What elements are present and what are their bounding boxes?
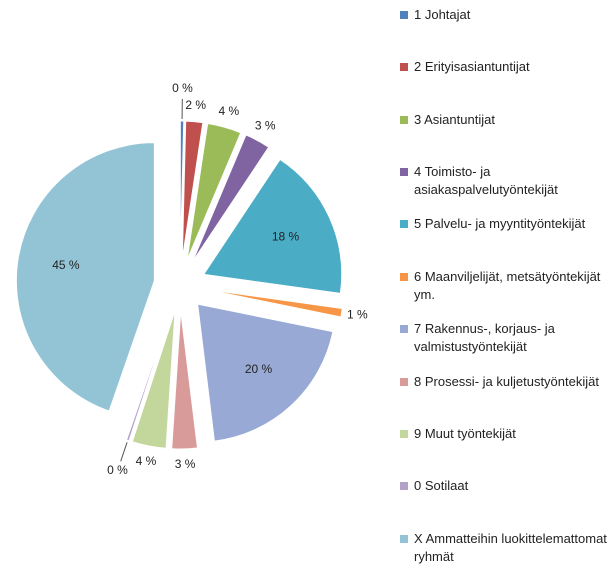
legend-swatch [400,430,408,438]
pie-slice [181,120,204,260]
legend-item: 2 Erityisasiantuntijat [400,58,609,76]
legend-swatch [400,325,408,333]
pie-slice [171,310,199,450]
pie-slice [125,309,173,442]
legend-label: 4 Toimisto- ja asiakaspalvelutyöntekijät [414,164,558,197]
data-label: 45 % [52,258,80,272]
legend-label: 7 Rakennus-, korjaus- ja valmistustyönte… [414,321,555,354]
pie-slice [15,142,155,412]
legend-swatch [400,116,408,124]
legend-item: X Ammatteihin luokittelemattomat ryhmät [400,530,609,566]
legend-swatch [400,482,408,490]
legend-item: 9 Muut työntekijät [400,425,609,443]
legend-swatch [400,273,408,281]
data-label: 3 % [175,457,196,471]
pie-slice [131,310,176,449]
leader-line [120,442,128,462]
legend-item: 0 Sotilaat [400,477,609,495]
legend-swatch [400,63,408,71]
legend-label: 3 Asiantuntijat [414,112,495,127]
data-label: 20 % [245,362,273,376]
legend-item: 8 Prosessi- ja kuljetustyöntekijät [400,373,609,391]
data-label: 0 % [172,81,193,95]
legend-item: 4 Toimisto- ja asiakaspalvelutyöntekijät [400,163,609,199]
legend-label: X Ammatteihin luokittelemattomat ryhmät [414,531,607,564]
legend-item: 3 Asiantuntijat [400,111,609,129]
data-label: 4 % [136,454,157,468]
pie-slice [202,158,343,294]
pie-slice [179,120,185,260]
legend-label: 5 Palvelu- ja myyntityöntekijät [414,216,586,231]
data-label: 1 % [347,308,368,322]
legend-swatch [400,378,408,386]
legend-label: 9 Muut työntekijät [414,426,516,441]
legend-item: 5 Palvelu- ja myyntityöntekijät [400,215,609,233]
data-label: 2 % [185,98,206,112]
legend-swatch [400,535,408,543]
data-label: 4 % [218,104,239,118]
legend-label: 0 Sotilaat [414,478,469,493]
legend-item: 6 Maanviljelijät, metsätyöntekijät ym. [400,268,609,304]
legend-swatch [400,220,408,228]
pie-slice [197,303,334,442]
pie-slice [191,134,270,263]
pie-slice [205,288,343,318]
legend-item: 7 Rakennus-, korjaus- ja valmistustyönte… [400,320,609,356]
legend-label: 1 Johtajat [414,7,471,22]
legend-item: 1 Johtajat [400,6,609,24]
data-label: 18 % [272,230,300,244]
data-label: 0 % [107,463,128,477]
data-label: 3 % [255,119,276,133]
pie-slice [186,122,242,261]
legend-label: 6 Maanviljelijät, metsätyöntekijät ym. [414,269,601,302]
legend-label: 8 Prosessi- ja kuljetustyöntekijät [414,374,599,389]
legend-label: 2 Erityisasiantuntijat [414,59,530,74]
legend-swatch [400,168,408,176]
legend-swatch [400,11,408,19]
